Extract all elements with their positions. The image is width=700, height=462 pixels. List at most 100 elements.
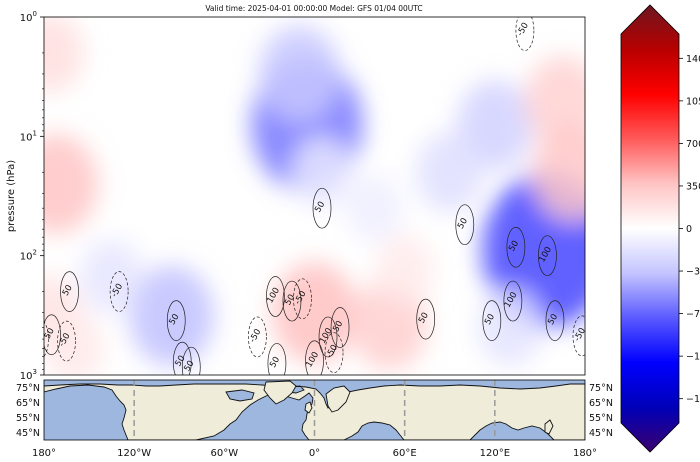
y-axis: 100 101 102 103 xyxy=(20,10,44,382)
map-land-scandinavia xyxy=(325,385,351,413)
contour-line xyxy=(503,280,523,322)
map-y-tick-label-right: 45°N xyxy=(589,428,613,439)
map-x-tick-label: 120°E xyxy=(480,448,510,459)
field-layer xyxy=(44,17,585,375)
contour-line xyxy=(57,320,76,362)
contour-line xyxy=(515,17,535,51)
contour-line xyxy=(44,314,61,356)
map-x-tick-label: 180° xyxy=(573,448,597,459)
contour-line xyxy=(166,300,186,341)
colorbar-ticks: 1400 1050 700 350 0 −350 −700 −1050 −1400 xyxy=(679,54,700,405)
colorbar-tick-label: 0 xyxy=(686,224,692,235)
contour-line xyxy=(455,204,475,246)
field-blob xyxy=(524,55,585,146)
field-blob xyxy=(44,17,84,93)
map-x-tick-label: 180° xyxy=(32,448,56,459)
contour-label: 50 xyxy=(331,319,345,333)
map-panel: 180° 120°W 60°W 0° 60°E 120°E 180° 75°N 65°N 55°… xyxy=(16,379,613,459)
field-blob xyxy=(457,79,533,170)
field-blob xyxy=(129,265,215,367)
contour-line xyxy=(545,300,565,341)
map-y-tick-label-left: 75°N xyxy=(16,383,40,394)
map-y-tick-label-left: 45°N xyxy=(16,428,40,439)
contour-label: 50 xyxy=(283,293,297,307)
contour-label: 50 xyxy=(173,354,187,368)
contour-label: 50 xyxy=(167,312,181,326)
main-plot-frame xyxy=(43,16,586,376)
map-x-tick-label: 0° xyxy=(309,448,320,459)
map-y-tick-label-left: 55°N xyxy=(16,413,40,424)
contour-line xyxy=(506,226,526,268)
contour-line xyxy=(60,271,79,312)
contour-line xyxy=(482,300,502,341)
y-tick-label: 100 xyxy=(20,10,37,24)
colorbar-tick-label: 1400 xyxy=(686,54,700,65)
colorbar-tick-label: −350 xyxy=(686,267,700,278)
contour-line xyxy=(248,316,267,358)
contour-line xyxy=(293,278,312,320)
chart-title: Valid time: 2025-04-01 00:00:00 Model: G… xyxy=(205,4,422,13)
contour-label: 50 xyxy=(483,312,497,326)
map-y-axis-right: 75°N 65°N 55°N 45°N xyxy=(589,383,613,439)
map-land-japan xyxy=(544,419,554,435)
contour-line xyxy=(312,187,332,229)
colorbar-tick-label: 1050 xyxy=(686,96,700,107)
map-x-axis: 180° 120°W 60°W 0° 60°E 120°E 180° xyxy=(32,448,597,459)
field-blob xyxy=(416,132,484,213)
contour-line xyxy=(44,321,49,357)
contour-label: 50 xyxy=(417,311,431,325)
field-blob xyxy=(258,25,341,123)
map-x-tick-label: 60°W xyxy=(211,448,239,459)
y-tick-label: 103 xyxy=(20,368,37,382)
colorbar-tick-label: 700 xyxy=(686,139,700,150)
colorbar-tick-label: −1050 xyxy=(686,352,700,363)
field-blob xyxy=(532,123,585,221)
contour-label: 50 xyxy=(268,355,282,369)
contour-line xyxy=(416,298,436,340)
field-blob xyxy=(346,174,403,242)
contour-line xyxy=(305,340,324,375)
map-gridlines xyxy=(133,380,496,440)
y-tick-label: 101 xyxy=(20,129,37,143)
contour-line xyxy=(172,341,192,375)
field-blob xyxy=(291,136,353,209)
contour-label: 50 xyxy=(507,239,521,253)
contour-label: 50 xyxy=(456,216,470,230)
contour-line xyxy=(538,235,557,277)
field-blob xyxy=(375,234,435,305)
contour-label: 50 xyxy=(61,283,75,297)
colorbar-tick-label: 350 xyxy=(686,181,700,192)
map-x-tick-label: 120°W xyxy=(117,448,151,459)
map-land-uk xyxy=(304,401,313,414)
y-tick-label: 102 xyxy=(20,249,37,263)
contour-line xyxy=(181,346,201,375)
colorbar: 1400 1050 700 350 0 −350 −700 −1050 −1400 xyxy=(620,4,700,453)
y-axis-label: pressure (hPa) xyxy=(6,160,17,232)
field-blob xyxy=(44,134,98,234)
map-y-tick-label-right: 55°N xyxy=(589,413,613,424)
contour-label: 50 xyxy=(546,312,560,326)
contour-line xyxy=(330,307,350,348)
contour-line xyxy=(572,315,585,357)
map-y-tick-label-right: 75°N xyxy=(589,383,613,394)
contour-layer xyxy=(44,17,585,375)
map-frame xyxy=(43,379,586,441)
map-y-tick-label-right: 65°N xyxy=(589,398,613,409)
contour-line xyxy=(267,343,287,375)
colorbar-body xyxy=(620,4,680,453)
field-blob xyxy=(80,239,143,314)
field-blob xyxy=(478,289,542,366)
contour-line xyxy=(109,271,129,312)
map-x-tick-label: 60°E xyxy=(393,448,417,459)
contour-line xyxy=(282,280,302,322)
contour-label: 50 xyxy=(313,200,327,214)
field-blob xyxy=(272,262,357,364)
colorbar-tick-label: −700 xyxy=(686,309,700,320)
field-blob xyxy=(44,312,105,375)
map-y-tick-label-left: 65°N xyxy=(16,398,40,409)
map-y-axis-left: 75°N 65°N 55°N 45°N xyxy=(16,383,40,439)
contour-label: 50 xyxy=(183,359,197,373)
colorbar-tick-label: −1400 xyxy=(686,394,700,405)
